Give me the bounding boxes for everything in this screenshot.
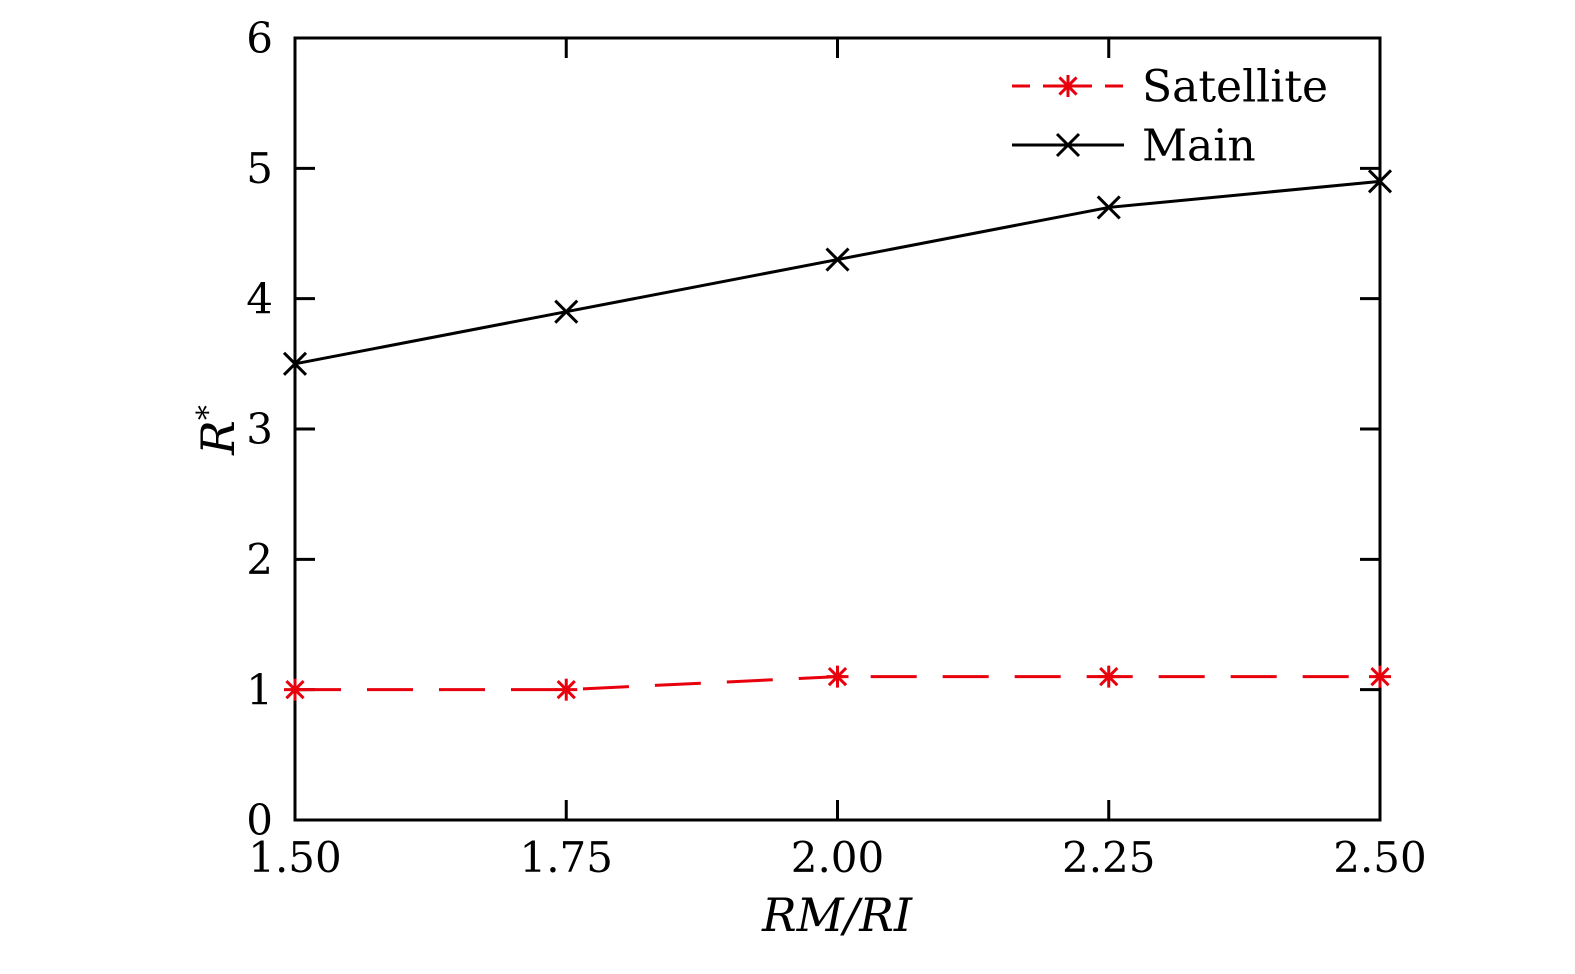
marker-x xyxy=(1367,169,1393,194)
y-tick-label: 6 xyxy=(246,14,273,63)
series-line-main xyxy=(294,179,1381,366)
marker-asterisk xyxy=(827,666,848,687)
marker-x xyxy=(1055,132,1081,158)
y-axis-label-base: R xyxy=(191,420,246,455)
marker-x xyxy=(282,351,308,376)
marker-asterisk xyxy=(285,680,305,700)
marker-asterisk xyxy=(1058,76,1078,96)
x-tick-label: 2.50 xyxy=(1333,833,1427,882)
marker-asterisk xyxy=(556,680,576,700)
x-tick-label: 1.75 xyxy=(519,833,613,882)
legend-label-main: Main xyxy=(1142,120,1256,171)
y-axis-label-superscript: * xyxy=(190,405,226,421)
marker-x xyxy=(1096,195,1121,220)
legend-label-satellite: Satellite xyxy=(1142,61,1328,112)
y-axis-label: R* xyxy=(191,405,245,455)
x-axis-label: RM/RI xyxy=(762,888,912,942)
y-tick-label: 3 xyxy=(246,405,273,454)
x-tick-label: 2.25 xyxy=(1062,833,1156,882)
y-tick-label: 5 xyxy=(246,144,273,193)
y-tick-label: 1 xyxy=(246,665,273,714)
y-tick-label: 4 xyxy=(246,274,273,323)
marker-x xyxy=(554,299,579,324)
x-axis-label-text: RM/RI xyxy=(761,888,913,942)
marker-x xyxy=(825,247,850,272)
marker-asterisk xyxy=(1099,666,1119,687)
y-tick-label: 2 xyxy=(246,535,273,584)
x-tick-label: 1.50 xyxy=(248,833,342,882)
y-tick-label: 0 xyxy=(246,796,273,845)
x-tick-label: 2.00 xyxy=(791,833,885,882)
marker-asterisk xyxy=(1370,666,1390,687)
